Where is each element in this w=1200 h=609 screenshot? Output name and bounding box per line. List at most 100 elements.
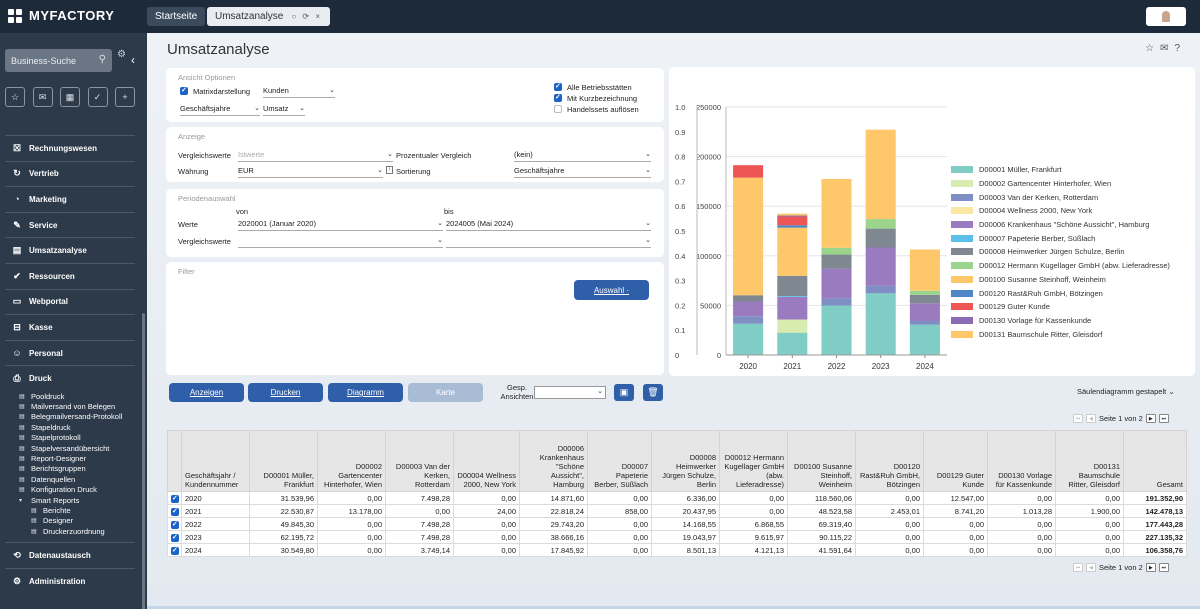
collapse-chevron-icon[interactable]: ‹ <box>131 53 135 67</box>
diagramm-button[interactable]: Diagramm <box>328 383 403 402</box>
last-page-icon[interactable]: ⏭ <box>1158 414 1169 423</box>
sidebar-item-vertrieb[interactable]: ↻ Vertrieb <box>5 160 135 187</box>
sidebar-subitem-datenquellen[interactable]: ▤ Datenquellen <box>5 474 135 484</box>
row-checkbox[interactable] <box>171 546 179 555</box>
sidebar-item-druck[interactable]: ⎙ Druck <box>5 365 135 391</box>
delete-icon[interactable]: 🗑 <box>643 384 663 401</box>
sidebar-subitem-druckerzuordnung[interactable]: ▤ Druckerzuordnung <box>5 526 135 536</box>
help-icon[interactable]: ? <box>1174 43 1180 54</box>
table-row[interactable]: 202362.195,720,007.498,280,0038.666,160,… <box>167 530 1187 544</box>
column-header[interactable]: D00100 Susanne Steinhoff, Weinheim <box>787 430 856 492</box>
sidebar-subitem-berichte[interactable]: ▤ Berichte <box>5 505 135 515</box>
matrix-select[interactable]: Kunden ⌄ <box>263 86 335 98</box>
kurzbezeichnung-checkbox[interactable] <box>554 93 562 102</box>
legend-item[interactable]: D00131 Baumschule Ritter, Gleisdorf <box>951 327 1170 341</box>
row-checkbox-cell[interactable] <box>167 530 182 544</box>
column-header[interactable]: D00008 Heimwerker Jürgen Schulze, Berlin <box>651 430 720 492</box>
legend-item[interactable]: D00129 Guter Kunde <box>951 300 1170 314</box>
bar-segment[interactable] <box>821 254 852 269</box>
bar-segment[interactable] <box>909 324 940 355</box>
bar-segment[interactable] <box>909 294 940 304</box>
sidebar-item-marketing[interactable]: ◔ Marketing <box>5 186 135 212</box>
sortierung-direction-icon[interactable]: ↑ <box>386 166 393 174</box>
periode-vergleich-bis-select[interactable]: ⌄ <box>446 236 651 248</box>
sidebar-subitem-report-designer[interactable]: ▤ Report-Designer <box>5 453 135 463</box>
column-header[interactable]: D00007 Papeterie Berber, Süßlach <box>587 430 652 492</box>
bar-segment[interactable] <box>909 303 940 321</box>
logo[interactable]: MYFACTORY <box>8 8 114 23</box>
bar-segment[interactable] <box>821 178 852 248</box>
sidebar-item-kasse[interactable]: ⊟ Kasse <box>5 314 135 340</box>
bar-segment[interactable] <box>777 227 808 276</box>
bar-segment[interactable] <box>733 295 764 302</box>
bar-segment[interactable] <box>909 320 940 325</box>
legend-item[interactable]: D00100 Susanne Steinhoff, Weinheim <box>951 273 1170 287</box>
column-header[interactable]: D00002 Gartencenter Hinterhofer, Wien <box>317 430 386 492</box>
bar-segment[interactable] <box>733 323 764 355</box>
sidebar-subitem-stapelversand[interactable]: ▤ Stapelversandübersicht <box>5 443 135 453</box>
calendar-icon[interactable]: ▦ <box>60 87 80 107</box>
row-checkbox-cell[interactable] <box>167 517 182 531</box>
karte-button[interactable]: Karte <box>408 383 483 402</box>
bar-segment[interactable] <box>777 213 808 216</box>
star-icon[interactable]: ☆ <box>5 87 25 107</box>
row-checkbox-cell[interactable] <box>167 491 182 505</box>
column-header[interactable]: D00004 Wellness 2000, New York <box>453 430 520 492</box>
search-icon[interactable]: ⚲ <box>98 54 106 65</box>
bar-segment[interactable] <box>777 332 808 355</box>
legend-item[interactable]: D00007 Papeterie Berber, Süßlach <box>951 231 1170 245</box>
alle-betriebsstaetten-checkbox[interactable] <box>554 82 562 91</box>
column-header[interactable]: D00003 Van der Kerken, Rotterdam <box>385 430 454 492</box>
bar-segment[interactable] <box>777 319 808 333</box>
bar-segment[interactable] <box>865 247 896 286</box>
row-checkbox-cell[interactable] <box>167 543 182 557</box>
bar-segment[interactable] <box>821 268 852 299</box>
bis-select[interactable]: 2024005 (Mai 2024) ⌄ <box>446 219 651 231</box>
sidebar-subitem-designer[interactable]: ▤ Designer <box>5 516 135 526</box>
mail-icon[interactable]: ✉ <box>1160 43 1169 54</box>
prev-page-icon[interactable]: ◀ <box>1086 563 1096 572</box>
column-header[interactable]: D00120 Rast&Ruh GmbH, Bötzingen <box>855 430 924 492</box>
bar-segment[interactable] <box>865 219 896 229</box>
chart-type-select[interactable]: Säulendiagramm gestapelt ⌄ <box>1077 387 1175 396</box>
prozent-select[interactable]: (kein) ⌄ <box>514 150 651 162</box>
legend-item[interactable]: D00003 Van der Kerken, Rotterdam <box>951 190 1170 204</box>
last-page-icon[interactable]: ⏭ <box>1158 563 1169 572</box>
sidebar-item-administration[interactable]: ⚙ Administration <box>5 568 135 594</box>
auswahl-button[interactable]: Auswahl · <box>574 280 649 300</box>
business-search-input[interactable]: Business-Suche ⚲ <box>5 49 112 72</box>
bar-segment[interactable] <box>865 228 896 248</box>
sidebar-item-personal[interactable]: ☺ Personal <box>5 339 135 366</box>
bar-segment[interactable] <box>777 216 808 226</box>
sidebar-subitem-mailversand[interactable]: ▤ Mailversand von Belegen <box>5 401 135 411</box>
column-header[interactable]: D00006 Krankenhaus "Schöne Aussicht", Ha… <box>519 430 588 492</box>
sidebar-item-webportal[interactable]: ▭ Webportal <box>5 288 135 315</box>
next-page-icon[interactable]: ▶ <box>1145 414 1156 423</box>
legend-item[interactable]: D00006 Krankenhaus "Schöne Aussicht", Ha… <box>951 218 1170 232</box>
sidebar-item-umsatzanalyse[interactable]: ▤ Umsatzanalyse <box>5 237 135 263</box>
sidebar-subitem-stapelprotokoll[interactable]: ▤ Stapelprotokoll <box>5 433 135 443</box>
bar-segment[interactable] <box>777 296 808 297</box>
bar-segment[interactable] <box>865 293 896 355</box>
bar-segment[interactable] <box>821 305 852 355</box>
row-checkbox[interactable] <box>171 494 179 503</box>
add-icon[interactable]: + <box>115 87 135 107</box>
sidebar-subitem-pooldruck[interactable]: ▤ Pooldruck <box>5 391 135 401</box>
bar-segment[interactable] <box>821 298 852 306</box>
mail-icon[interactable]: ✉ <box>32 87 53 107</box>
row-checkbox[interactable] <box>171 507 179 516</box>
column-header[interactable]: D00001 Müller, Frankfurt <box>249 430 318 492</box>
column-header[interactable]: Geschäftsjahr / Kundennummer <box>181 430 250 492</box>
user-avatar[interactable] <box>1146 7 1186 26</box>
column-header[interactable]: D00129 Guter Kunde <box>923 430 988 492</box>
star-icon[interactable]: ☆ <box>1145 43 1155 54</box>
handelssets-checkbox[interactable] <box>554 105 562 113</box>
legend-item[interactable]: D00002 Gartencenter Hinterhofer, Wien <box>951 177 1170 191</box>
sidebar-item-service[interactable]: ✎ Service <box>5 211 135 238</box>
row-checkbox[interactable] <box>171 533 179 542</box>
anzeigen-button[interactable]: Anzeigen <box>169 383 244 402</box>
bar-segment[interactable] <box>909 249 940 291</box>
bar-segment[interactable] <box>733 316 764 324</box>
bar-segment[interactable] <box>733 177 764 296</box>
sortierung-select[interactable]: Geschäftsjahre ⌄ <box>514 166 651 178</box>
